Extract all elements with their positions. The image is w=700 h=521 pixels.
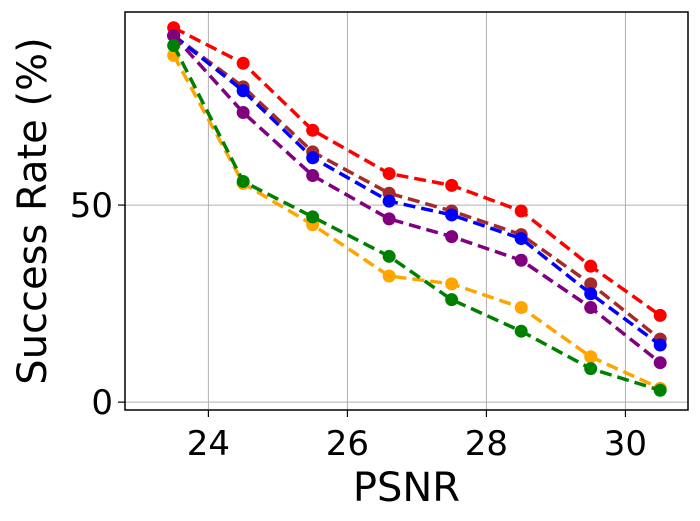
plot-frame (124, 11, 689, 411)
series-group (167, 38, 667, 397)
data-point (236, 56, 250, 70)
data-point (584, 301, 598, 315)
data-point (653, 356, 667, 370)
series-group (167, 48, 667, 395)
data-point (445, 230, 459, 244)
x-tick-label: 28 (465, 424, 508, 464)
y-axis-label: Success Rate (%) (10, 37, 56, 384)
data-point (306, 169, 320, 183)
data-point (306, 123, 320, 137)
y-tick-label: 0 (91, 383, 113, 423)
data-point (236, 174, 250, 188)
data-point (653, 308, 667, 322)
data-point (653, 383, 667, 397)
data-point (584, 259, 598, 273)
data-point (382, 167, 396, 181)
data-point (382, 269, 396, 283)
x-axis-label: PSNR (353, 465, 460, 511)
data-point (445, 293, 459, 307)
grid-lines (125, 12, 688, 410)
data-point (382, 212, 396, 226)
series-line (172, 34, 662, 365)
series-line (172, 54, 661, 390)
x-tick-label: 24 (187, 424, 230, 464)
data-point (306, 210, 320, 224)
data-point (514, 324, 528, 338)
data-point (382, 194, 396, 208)
series-line (172, 34, 662, 341)
x-tick-label: 30 (604, 424, 647, 464)
data-point (382, 249, 396, 263)
series-layer (167, 21, 667, 397)
series-line (172, 26, 662, 317)
x-tick-label: 26 (326, 424, 369, 464)
data-point (584, 362, 598, 376)
series-line (172, 44, 661, 392)
data-point (653, 338, 667, 352)
series-group (167, 29, 667, 352)
data-point (514, 253, 528, 267)
data-point (236, 84, 250, 98)
data-point (167, 38, 181, 52)
y-tick-label: 50 (70, 186, 113, 226)
axis-ticks: 24 26 28 30 0 50 (70, 186, 647, 464)
data-point (445, 178, 459, 192)
data-point (306, 151, 320, 165)
data-point (584, 350, 598, 364)
data-point (514, 301, 528, 315)
data-point (584, 287, 598, 301)
data-point (445, 277, 459, 291)
series-group (167, 29, 667, 370)
data-point (514, 232, 528, 246)
data-point (514, 204, 528, 218)
data-point (236, 105, 250, 119)
data-point (167, 29, 181, 43)
data-point (584, 277, 598, 291)
series-group (167, 21, 667, 322)
data-point (445, 208, 459, 222)
